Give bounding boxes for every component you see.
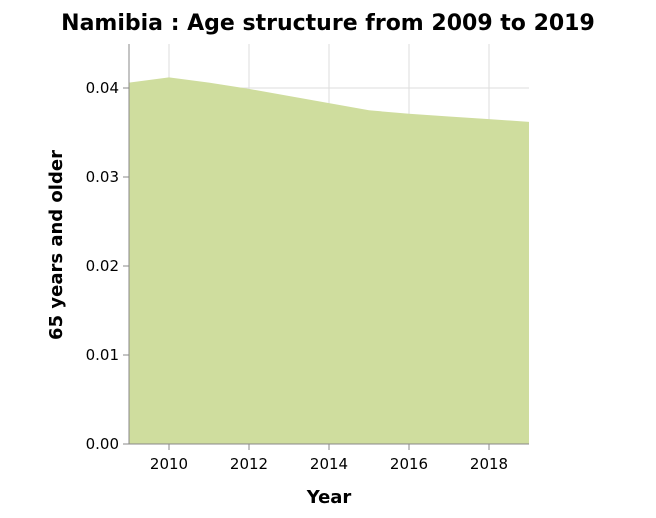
area-series bbox=[129, 77, 529, 444]
axes: 0.00 0.01 0.02 0.03 0.04 2010 2012 2014 2016 2018 bbox=[86, 44, 529, 473]
y-tick-label: 0.04 bbox=[86, 79, 119, 97]
y-tick-label: 0.00 bbox=[86, 435, 119, 453]
x-tick-label: 2012 bbox=[230, 455, 268, 473]
y-tick-label: 0.03 bbox=[86, 168, 119, 186]
y-tick-label: 0.01 bbox=[86, 346, 119, 364]
x-axis-label: Year bbox=[306, 487, 352, 508]
x-tick-label: 2018 bbox=[470, 455, 508, 473]
x-tick-label: 2016 bbox=[390, 455, 428, 473]
area-fill bbox=[129, 77, 529, 444]
x-tick-label: 2014 bbox=[310, 455, 348, 473]
y-tick-label: 0.02 bbox=[86, 257, 119, 275]
x-tick-label: 2010 bbox=[150, 455, 188, 473]
y-axis-label: 65 years and older bbox=[46, 150, 67, 340]
chart-title: Namibia : Age structure from 2009 to 201… bbox=[61, 11, 595, 36]
